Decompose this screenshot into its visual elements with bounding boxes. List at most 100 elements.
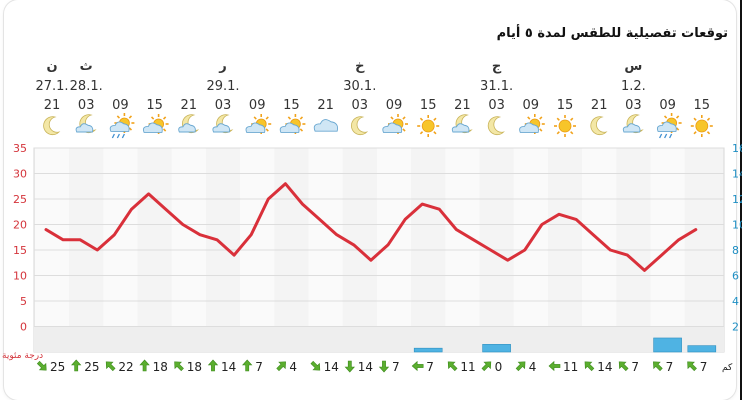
wind-arrow-icon <box>687 361 697 372</box>
cloud-shape <box>279 122 300 133</box>
sun-cloud-icon <box>519 114 545 134</box>
rain-drop <box>669 133 673 139</box>
sun-cloud-icon <box>245 114 272 134</box>
precip-bar <box>653 337 682 353</box>
y-tick-right: 4 <box>732 295 739 308</box>
sun-cloud-rain-icon <box>656 113 682 139</box>
wind-speed: 7 <box>392 360 400 374</box>
sun-cloud-icon <box>142 114 169 134</box>
hour-label: 09 <box>659 98 676 113</box>
sun-ray <box>402 128 406 132</box>
precip-bar <box>687 345 717 353</box>
rain-drop <box>121 133 125 139</box>
y-tick-left: 0 <box>20 321 27 334</box>
wind-arrow-icon <box>207 359 219 372</box>
y-tick-right: 10 <box>732 219 742 232</box>
rain-drop <box>659 133 663 139</box>
wind-arrow-shape <box>618 361 629 372</box>
wind-arrow-shape <box>310 360 321 371</box>
moon-cloud-icon <box>212 114 234 134</box>
sun-ray <box>265 128 269 132</box>
wind-speed: 0 <box>495 360 503 374</box>
day-name: ر <box>218 59 226 74</box>
wind-speed: 14 <box>358 360 373 374</box>
wind-speed: 4 <box>529 360 537 374</box>
y-tick-right: 12 <box>732 193 742 206</box>
sun-ray <box>693 131 697 135</box>
hour-label: 03 <box>78 98 95 113</box>
hour-label: 03 <box>625 98 642 113</box>
wind-unit: كم <box>722 363 733 373</box>
hour-label: 15 <box>146 98 163 113</box>
moon-icon <box>43 116 61 136</box>
hour-label: 21 <box>454 98 471 113</box>
cloud-shape <box>245 122 266 133</box>
day-date: 30.1. <box>343 79 376 94</box>
sun-ray <box>419 131 424 135</box>
wind-arrow-icon <box>515 361 526 372</box>
hour-label: 03 <box>215 98 232 113</box>
wind-arrow-icon <box>653 361 663 372</box>
wind-arrow-shape <box>481 361 492 372</box>
y-tick-left: 20 <box>13 219 27 232</box>
wind-arrow-shape <box>687 361 697 372</box>
hour-label: 15 <box>283 98 300 113</box>
wind-speed: 4 <box>289 360 297 374</box>
rain-drop <box>111 133 115 139</box>
y-tick-left: 5 <box>20 295 27 308</box>
moon-icon <box>487 116 505 136</box>
wind-arrow-icon <box>344 360 355 373</box>
sun-cloud-icon <box>279 114 306 134</box>
sun-ray <box>299 116 304 120</box>
wind-speed: 18 <box>187 360 202 374</box>
wind-arrow-icon <box>548 360 561 372</box>
y-tick-left: 30 <box>13 168 27 181</box>
wind-speed: 14 <box>221 360 236 374</box>
wind-arrow-shape <box>378 360 390 373</box>
cloud-icon <box>313 119 338 132</box>
wind-speed: 7 <box>426 360 434 374</box>
sun-ray <box>663 115 668 119</box>
wind-arrow-shape <box>548 360 561 372</box>
sun-ray <box>128 127 133 131</box>
wind-speed: 18 <box>153 360 168 374</box>
sun-ray <box>162 116 167 120</box>
lower-band <box>34 326 724 352</box>
wind-speed: 7 <box>666 360 674 374</box>
y-tick-left: 35 <box>13 142 27 155</box>
wind-arrow-shape <box>71 359 82 372</box>
sun-ray <box>253 116 257 120</box>
sun-ray <box>675 115 680 119</box>
wind-speed: 7 <box>631 360 639 374</box>
cloud-shape <box>313 119 338 132</box>
wind-arrow-icon <box>174 361 184 372</box>
wind-arrow-icon <box>481 361 492 372</box>
cloud-shape <box>178 123 196 133</box>
hour-label: 21 <box>317 98 334 113</box>
precip-bar <box>482 344 511 353</box>
sun-icon <box>554 115 576 137</box>
day-date: 1.2. <box>621 79 646 94</box>
wind-arrow-icon <box>447 361 458 372</box>
wind-arrow-icon <box>584 361 595 372</box>
sun-ray <box>556 131 560 135</box>
cloud-shape <box>142 122 163 133</box>
cloud-shape <box>212 123 230 133</box>
wind-speed: 11 <box>563 360 578 374</box>
sun-ray <box>162 128 167 132</box>
day-name: ج <box>492 59 502 74</box>
hour-label: 21 <box>181 98 198 113</box>
precip-bar <box>413 347 443 353</box>
y-tick-left: 25 <box>13 193 27 206</box>
wind-arrow-shape <box>174 361 184 372</box>
sun-ray <box>419 117 424 121</box>
y-tick-left: 10 <box>13 270 27 283</box>
sun-ray <box>128 115 133 119</box>
moon-shape <box>43 116 61 136</box>
sun-ray <box>116 115 121 119</box>
sun-icon <box>417 115 440 137</box>
wind-arrow-icon <box>105 361 116 372</box>
wind-speed: 25 <box>50 360 65 374</box>
day-date: 27.1. <box>35 79 68 94</box>
